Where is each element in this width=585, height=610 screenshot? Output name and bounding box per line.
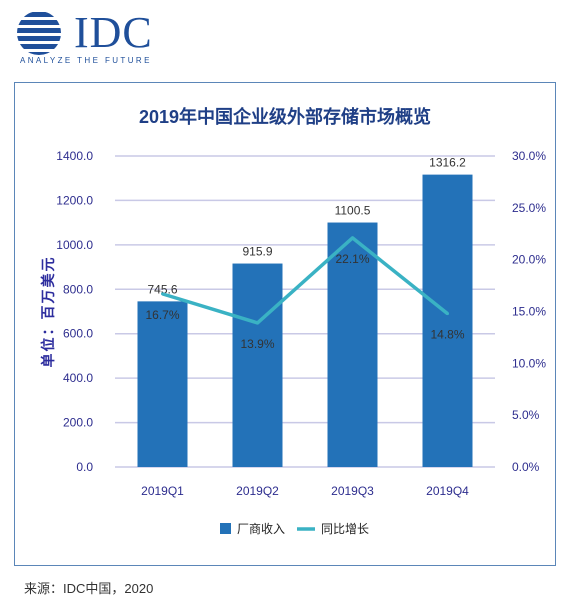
y-tick-label: 600.0 [63,327,93,341]
y2-tick-label: 0.0% [512,460,540,474]
x-tick-label: 2019Q4 [426,484,469,498]
legend-line-label: 同比增长 [321,522,369,536]
x-tick-label: 2019Q3 [331,484,374,498]
y2-tick-label: 25.0% [512,201,546,215]
y-tick-label: 0.0 [76,460,93,474]
y-tick-label: 1000.0 [56,238,93,252]
line-point [446,312,449,316]
x-tick-label: 2019Q2 [236,484,279,498]
y-tick-label: 1400.0 [56,149,93,163]
line-point [351,236,354,240]
legend-bar-label: 厂商收入 [237,521,285,536]
x-tick-label: 2019Q1 [141,484,184,498]
bar-value-label: 1100.5 [335,204,371,218]
legend-bar-swatch [220,523,231,534]
y-tick-label: 800.0 [63,282,93,296]
bar [422,174,473,467]
chart-frame: 2019年中国企业级外部存储市场概览 0.0 200.0 400.0 600.0 800.… [14,82,556,566]
bar-value-label: 1316.2 [429,156,466,170]
bar [137,301,188,467]
bar [232,263,283,467]
source-note: 来源：IDC中国，2020 [24,581,154,596]
bar [327,222,378,467]
bar-value-label: 745.6 [147,282,177,296]
logo-text: IDC [74,8,153,57]
globe-icon [17,12,61,55]
line-point [256,321,259,325]
y-tick-label: 200.0 [63,416,93,430]
line-value-label: 16.7% [145,308,179,322]
growth-line [161,236,449,325]
y2-tick-label: 5.0% [512,408,540,422]
bar-value-label: 915.9 [242,245,272,259]
y2-tick-label: 10.0% [512,356,546,370]
y2-tick-label: 20.0% [512,253,546,267]
y2-tick-label: 15.0% [512,305,546,319]
idc-logo: IDC ANALYZE THE FUTURE [10,6,190,68]
logo-tagline: ANALYZE THE FUTURE [20,56,152,65]
y-tick-label: 1200.0 [56,193,93,207]
line-value-label: 14.8% [430,328,464,342]
chart-title: 2019年中国企业级外部存储市场概览 [139,106,431,127]
line-point [161,292,164,296]
y2-tick-label: 30.0% [512,149,546,163]
y-tick-label: 400.0 [63,371,93,385]
line-value-label: 22.1% [335,252,369,266]
y-axis-title: 单位：百万美元 [40,256,56,368]
combo-chart: 2019年中国企业级外部存储市场概览 0.0 200.0 400.0 600.0 800.… [40,106,546,536]
line-value-label: 13.9% [240,337,274,351]
